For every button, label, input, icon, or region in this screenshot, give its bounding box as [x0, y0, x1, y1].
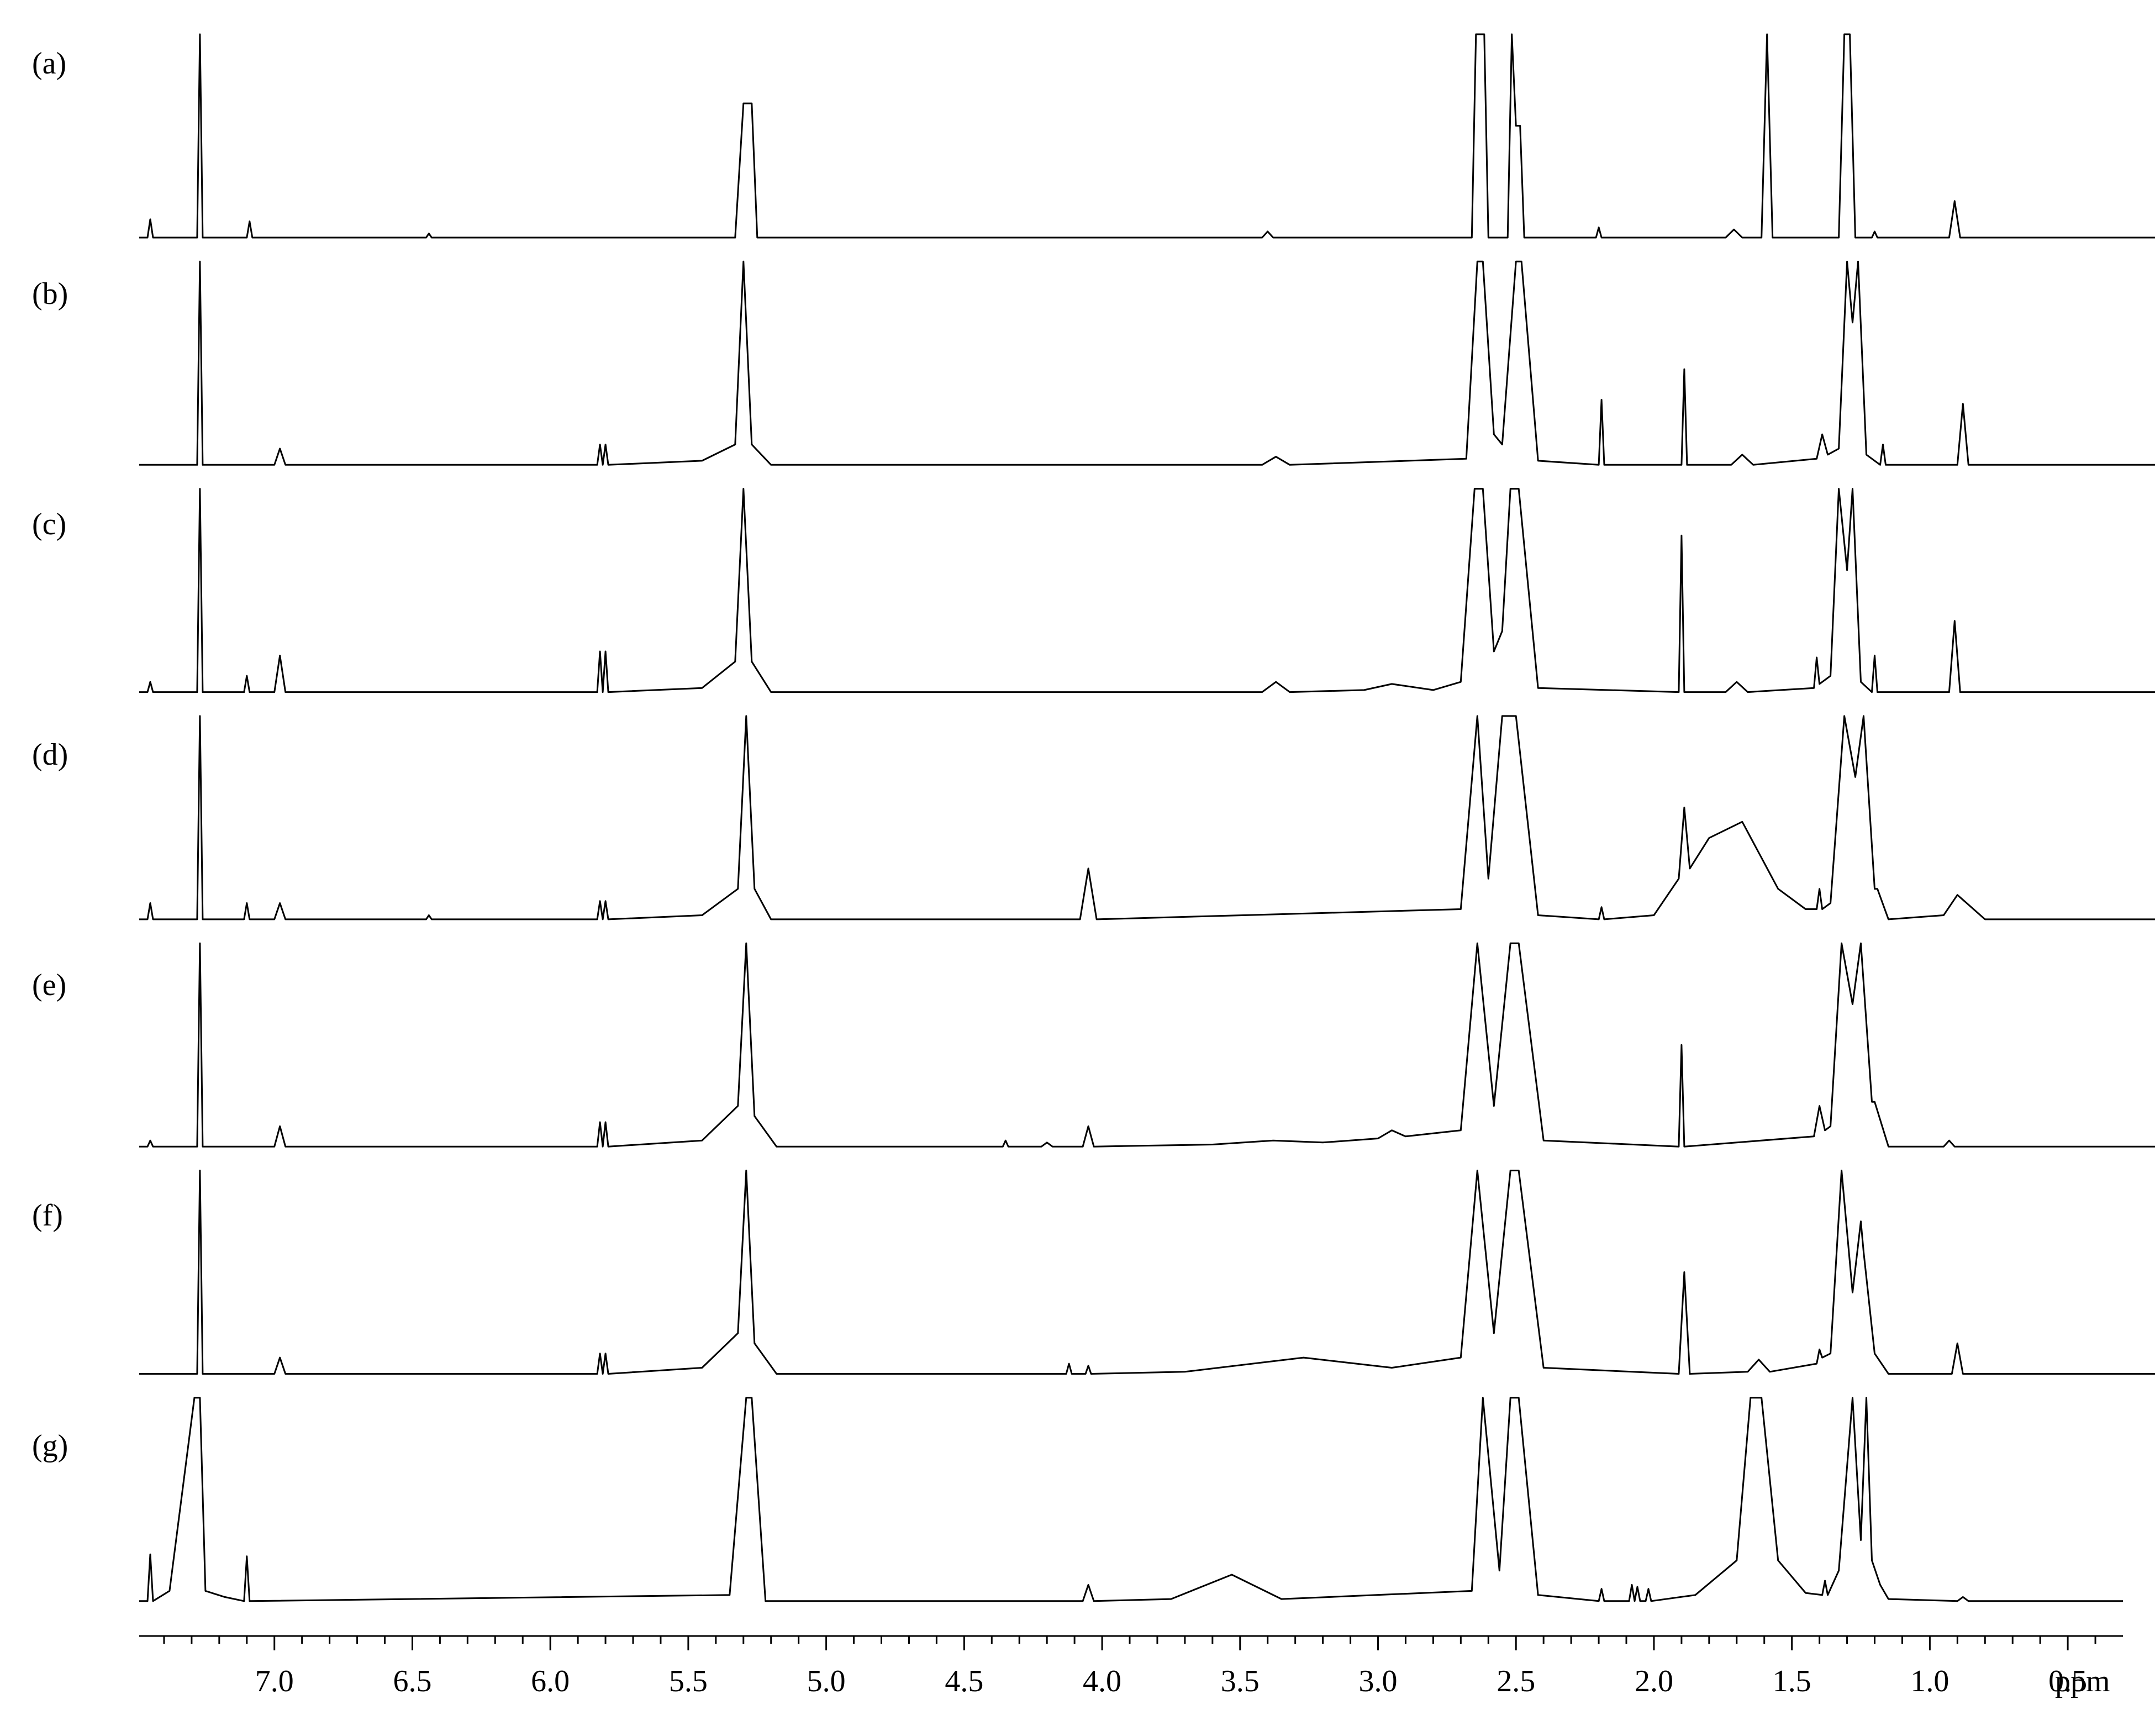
spectrum-line: [139, 1170, 2155, 1375]
x-tick-label: 5.5: [669, 1664, 708, 1698]
x-axis-label: ppm: [2055, 1664, 2110, 1698]
x-tick-label: 3.0: [1359, 1664, 1398, 1698]
spectrum-line: [139, 942, 2155, 1148]
panel-label: (c): [32, 507, 66, 541]
x-tick-label: 6.5: [393, 1664, 431, 1698]
x-tick-label: 4.0: [1083, 1664, 1121, 1698]
x-tick-label: 7.0: [255, 1664, 294, 1698]
spectrum-line: [139, 260, 2155, 466]
x-tick-label: 5.0: [807, 1664, 846, 1698]
x-tick-label: 1.0: [1910, 1664, 1949, 1698]
x-tick-label: 4.5: [945, 1664, 983, 1698]
panel-label: (e): [32, 968, 66, 1002]
x-tick-label: 0.5: [2048, 1664, 2087, 1698]
panel-label: (a): [32, 46, 66, 81]
x-tick-label: 6.0: [531, 1664, 570, 1698]
panel-label: (g): [32, 1429, 68, 1463]
panel-label: (d): [32, 738, 68, 772]
x-tick-label: 2.0: [1635, 1664, 1673, 1698]
panel-label: (f): [32, 1198, 63, 1233]
panel-label: (b): [32, 277, 68, 311]
spectrum-line: [139, 33, 2155, 239]
x-tick-label: 2.5: [1497, 1664, 1535, 1698]
spectrum-line: [139, 715, 2155, 920]
x-tick-label: 1.5: [1773, 1664, 1811, 1698]
spectrum-line: [139, 488, 2155, 693]
x-tick-label: 3.5: [1221, 1664, 1260, 1698]
spectrum-line: [139, 1397, 2123, 1602]
